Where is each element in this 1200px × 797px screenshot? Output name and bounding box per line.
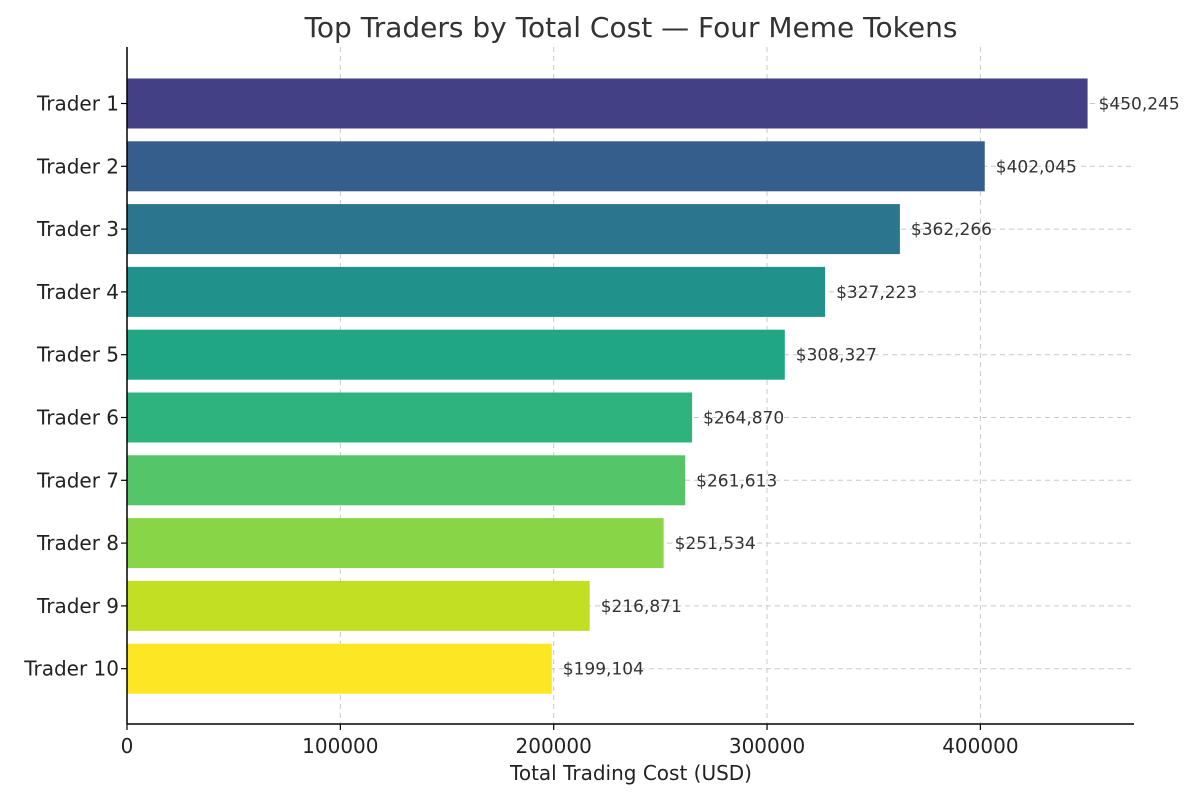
- bar-trader-6: [127, 392, 693, 443]
- x-tick-label: 0: [121, 734, 134, 758]
- bar-value-label: $261,613: [696, 471, 777, 491]
- bar-value-label: $199,104: [563, 660, 644, 680]
- bar-value-label: $402,045: [996, 157, 1077, 177]
- bar-value-label: $327,223: [836, 283, 917, 303]
- bar-value-label: $264,870: [703, 409, 784, 429]
- bar-trader-8: [127, 518, 664, 569]
- bar-trader-4: [127, 266, 826, 317]
- y-tick-label: Trader 6: [36, 406, 119, 430]
- data-labels: $450,245 $402,045 $362,266 $327,223 $308,327…: [563, 95, 1180, 680]
- x-tick-label: 400000: [942, 734, 1018, 758]
- y-axis-ticks: Trader 1 Trader 2 Trader 3 Trader 4 Trader 5…: [23, 92, 127, 681]
- y-tick-label: Trader 7: [36, 468, 119, 492]
- bar-value-label: $216,871: [601, 597, 682, 617]
- bars: [127, 78, 1088, 694]
- bar-value-label: $251,534: [675, 534, 756, 554]
- y-tick-label: Trader 10: [23, 657, 119, 681]
- bar-trader-10: [127, 643, 552, 694]
- bar-trader-1: [127, 78, 1088, 129]
- bar-trader-2: [127, 141, 985, 192]
- y-tick-label: Trader 9: [36, 594, 119, 618]
- y-tick-label: Trader 2: [36, 154, 119, 178]
- y-tick-label: Trader 8: [36, 531, 119, 555]
- y-tick-label: Trader 4: [36, 280, 119, 304]
- x-tick-label: 100000: [302, 734, 378, 758]
- x-tick-label: 300000: [729, 734, 805, 758]
- x-tick-label: 200000: [516, 734, 592, 758]
- bar-trader-5: [127, 329, 785, 380]
- bar-trader-3: [127, 204, 900, 255]
- y-tick-label: Trader 5: [36, 343, 119, 367]
- x-axis-ticks: 0 100000 200000 300000 400000: [121, 724, 1019, 758]
- y-tick-label: Trader 1: [36, 92, 119, 116]
- bar-value-label: $362,266: [911, 220, 992, 240]
- x-axis-label: Total Trading Cost (USD): [509, 761, 752, 785]
- bar-value-label: $308,327: [796, 346, 877, 366]
- bar-trader-9: [127, 580, 590, 631]
- bar-trader-7: [127, 455, 686, 506]
- chart-title: Top Traders by Total Cost — Four Meme To…: [304, 11, 958, 44]
- y-tick-label: Trader 3: [36, 217, 119, 241]
- bar-value-label: $450,245: [1099, 95, 1180, 115]
